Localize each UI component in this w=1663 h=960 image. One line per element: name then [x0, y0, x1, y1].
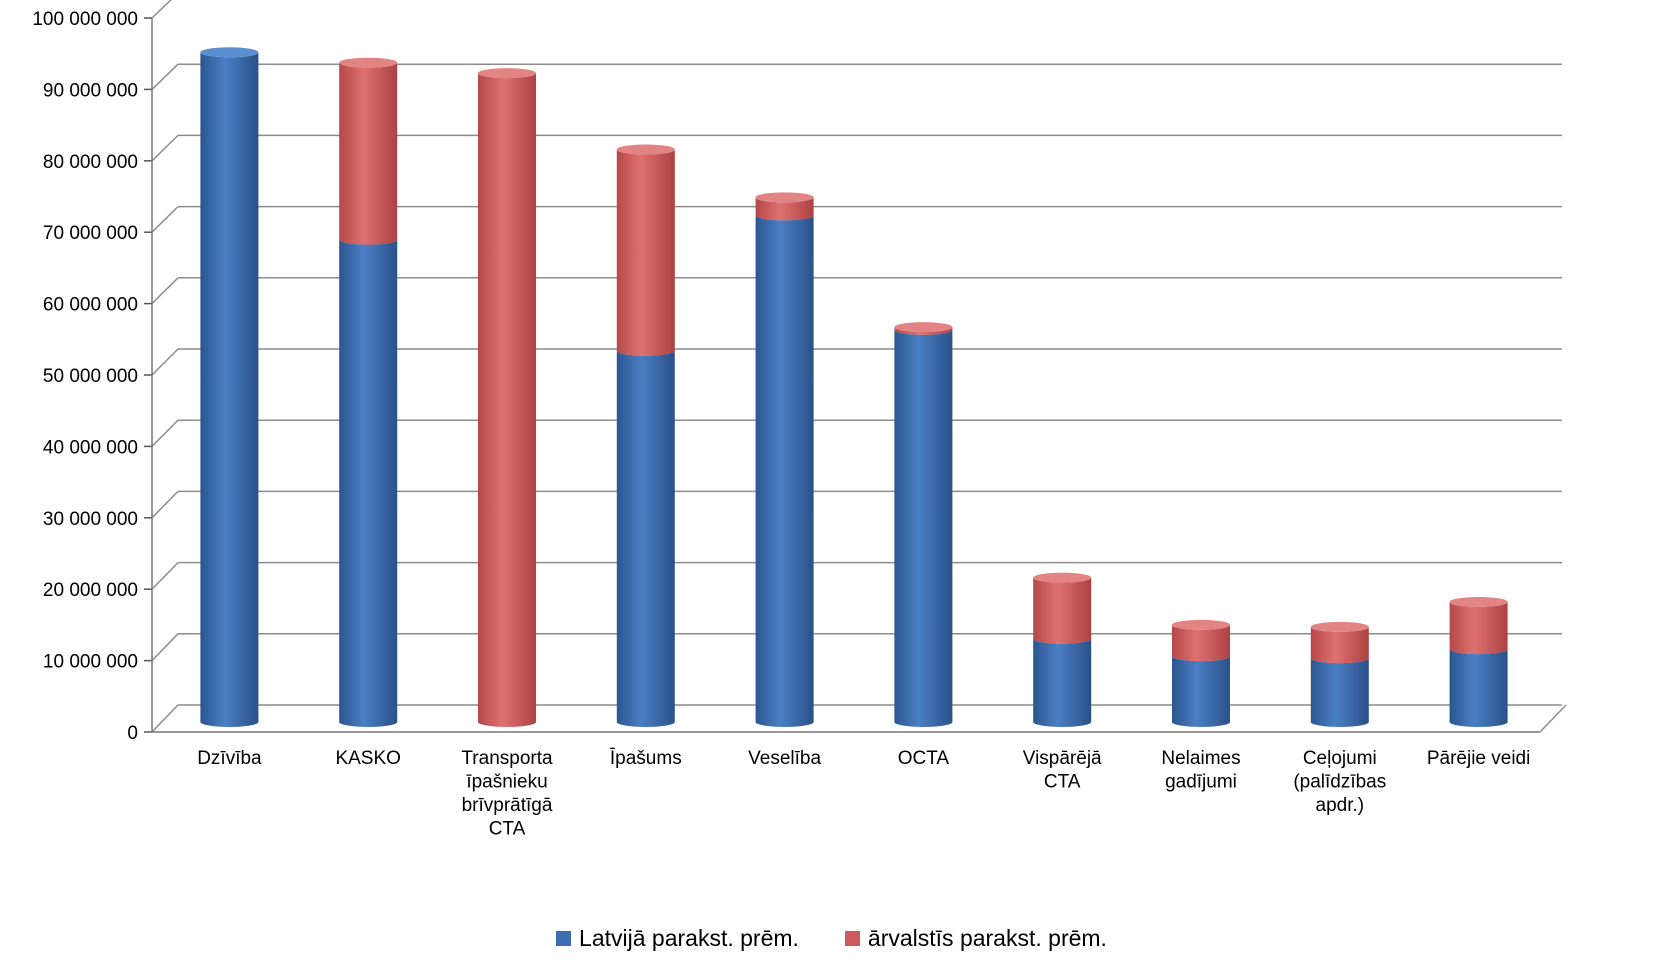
side-wall-line — [151, 419, 179, 447]
x-tick-label: Īpašums — [610, 748, 682, 769]
bar-segment — [755, 197, 814, 221]
y-tick-label: 10 000 000 — [43, 652, 138, 673]
bar-segment — [1449, 601, 1508, 655]
side-wall-line — [151, 633, 179, 662]
floor-edge — [1539, 704, 1567, 733]
bar-segment — [1310, 626, 1369, 664]
bar-top — [1172, 619, 1230, 630]
bar-segment — [339, 239, 398, 728]
bar-segment — [894, 329, 953, 728]
bar-segment — [1172, 624, 1230, 662]
legend-item-latvija: Latvijā parakst. prēm. — [556, 925, 799, 952]
y-tick-label: 50 000 000 — [43, 366, 138, 387]
bar-segment — [200, 52, 259, 727]
bar-segment — [1449, 649, 1508, 728]
gridlines — [151, 0, 1562, 733]
bar-segment — [339, 62, 398, 245]
y-tick-label: 30 000 000 — [43, 509, 138, 530]
bar-segment — [1033, 577, 1092, 644]
labels: 0 10 000 000 20 000 000 30 000 000 40 000 00… — [32, 9, 1530, 840]
bar-segment — [1172, 656, 1230, 727]
bar-top — [339, 57, 398, 68]
side-wall-line — [151, 63, 179, 90]
bar-segment — [1310, 658, 1369, 728]
bar-top — [894, 322, 953, 333]
legend-label-latvija: Latvijā parakst. prēm. — [579, 925, 799, 951]
side-wall-line — [151, 0, 172, 19]
legend-swatch-latvija — [556, 931, 572, 946]
x-tick-label: Nelaimes gadījumi — [1161, 748, 1240, 793]
y-tick-label: 70 000 000 — [43, 223, 138, 244]
y-tick-label: 0 — [127, 723, 138, 744]
bar-top — [616, 144, 675, 155]
legend-item-arvalstis: ārvalstīs parakst. prēm. — [844, 925, 1107, 952]
bar-top — [1449, 596, 1508, 607]
x-tick-label: Vispārējā CTA — [1023, 748, 1102, 793]
bar-top — [755, 192, 814, 203]
bar-segment — [1033, 638, 1092, 728]
x-tick-label: Dzīvība — [197, 748, 262, 769]
legend-swatch-arvalstis — [844, 931, 860, 946]
side-wall-line — [151, 562, 179, 590]
y-tick-label: 40 000 000 — [43, 437, 138, 458]
bar-segment — [616, 350, 675, 728]
side-wall-line — [151, 134, 179, 162]
x-tick-label: Pārējie veidi — [1427, 748, 1531, 769]
side-wall-line — [151, 206, 179, 233]
x-tick-label: KASKO — [335, 748, 400, 769]
x-tick-label: Transporta īpašnieku brīvprātīgā CTA — [461, 748, 553, 840]
y-tick-label: 60 000 000 — [43, 295, 138, 316]
y-tick-label: 90 000 000 — [43, 80, 138, 101]
y-tick-label: 100 000 000 — [32, 9, 138, 30]
bar-top — [200, 47, 259, 58]
x-tick-label: Veselība — [748, 748, 821, 769]
y-tick-label: 80 000 000 — [43, 152, 138, 173]
bars — [200, 47, 1508, 728]
y-tick-label: 20 000 000 — [43, 580, 138, 601]
side-wall-line — [151, 490, 179, 519]
x-tick-label: OCTA — [898, 748, 950, 769]
axes — [144, 17, 1567, 733]
bar-segment — [894, 327, 953, 335]
legend-label-arvalstis: ārvalstīs parakst. prēm. — [867, 925, 1107, 951]
bar-segment — [755, 215, 814, 728]
legend: Latvijā parakst. prēm. ārvalstīs parakst… — [0, 925, 1663, 952]
side-wall-line — [151, 704, 179, 733]
side-wall-line — [151, 348, 179, 376]
x-tick-label: Ceļojumi (palīdzības apdr.) — [1293, 748, 1386, 816]
side-wall-line — [151, 277, 179, 305]
bar-segment — [478, 73, 536, 728]
bar-top — [478, 68, 536, 79]
bar-top — [1033, 572, 1092, 583]
bar-top — [1310, 621, 1369, 632]
bar-segment — [616, 149, 675, 356]
